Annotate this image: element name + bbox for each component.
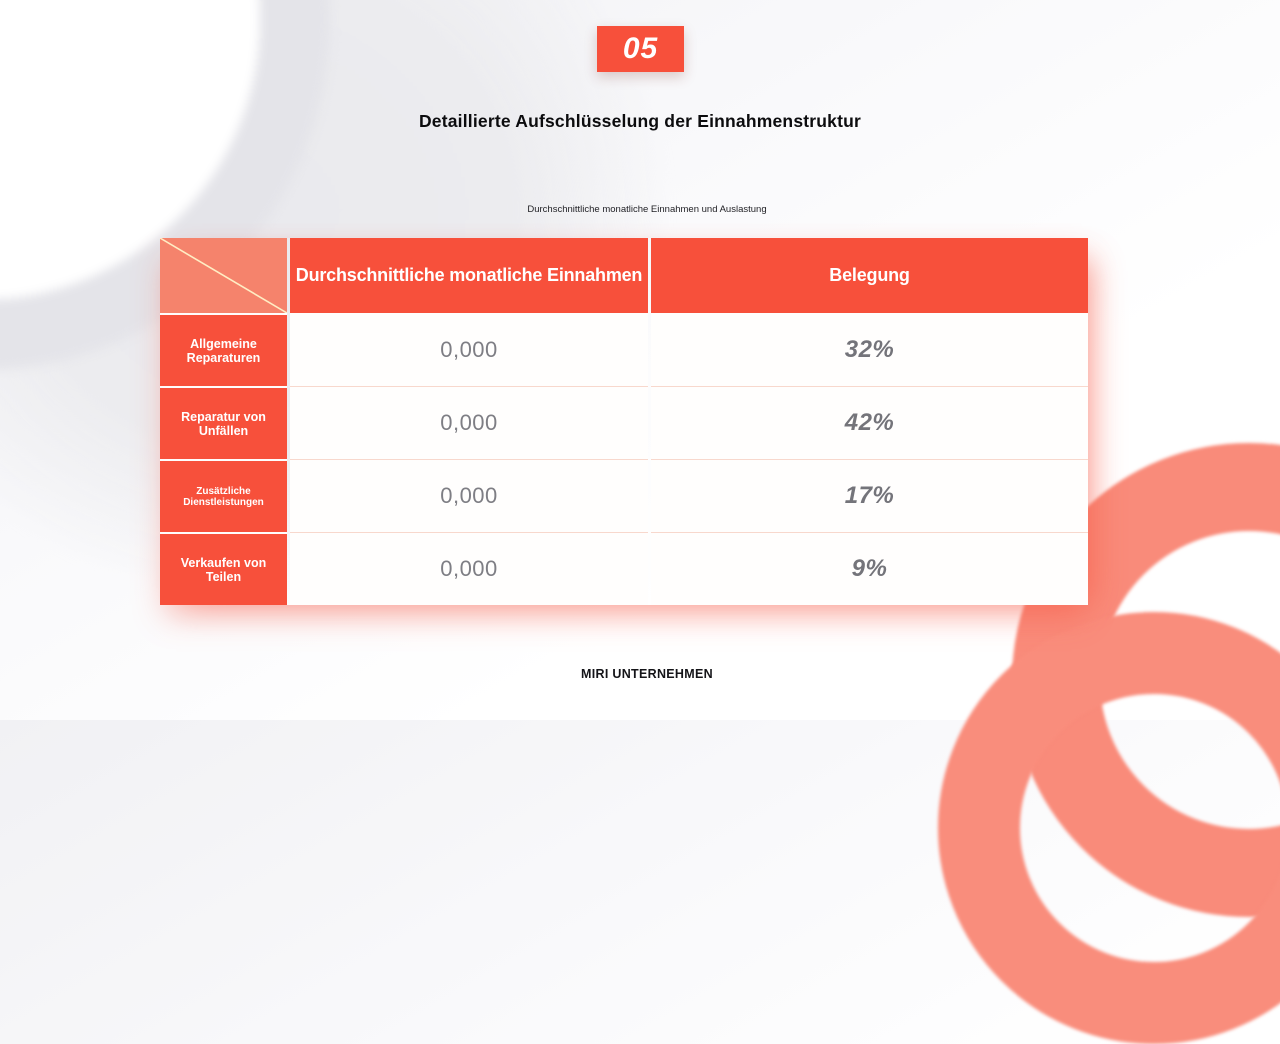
table-corner-cell — [160, 238, 287, 313]
slide-subtitle: Durchschnittliche monatliche Einnahmen u… — [527, 204, 767, 215]
belegung-value: 9% — [651, 532, 1088, 605]
einnahmen-value: 0,000 — [290, 386, 648, 459]
row-header-zusaetzliche-dienstleistungen: Zusätzliche Dienstleistungen — [160, 459, 287, 532]
diagonal-divider-line — [160, 238, 287, 313]
slide-title: Detaillierte Aufschlüsselung der Einnahm… — [418, 111, 862, 131]
einnahmen-value: 0,000 — [290, 313, 648, 386]
einnahmen-value: 0,000 — [290, 532, 648, 605]
company-name-footer: MIRI UNTERNEHMEN — [581, 667, 713, 681]
row-header-verkaufen-von-teilen: Verkaufen von Teilen — [160, 532, 287, 605]
einnahmen-value: 0,000 — [290, 459, 648, 532]
belegung-value: 17% — [651, 459, 1088, 532]
belegung-value: 32% — [651, 313, 1088, 386]
belegung-value: 42% — [651, 386, 1088, 459]
row-header-allgemeine-reparaturen: Allgemeine Reparaturen — [160, 313, 287, 386]
slide-number: 05 — [622, 32, 659, 65]
column-header-einnahmen: Durchschnittliche monatliche Einnahmen — [290, 238, 648, 313]
row-header-reparatur-von-unfaellen: Reparatur von Unfällen — [160, 386, 287, 459]
revenue-table: Durchschnittliche monatliche Einnahmen B… — [160, 238, 1088, 605]
column-header-belegung: Belegung — [651, 238, 1088, 313]
slide-number-badge: 05 — [597, 26, 684, 72]
